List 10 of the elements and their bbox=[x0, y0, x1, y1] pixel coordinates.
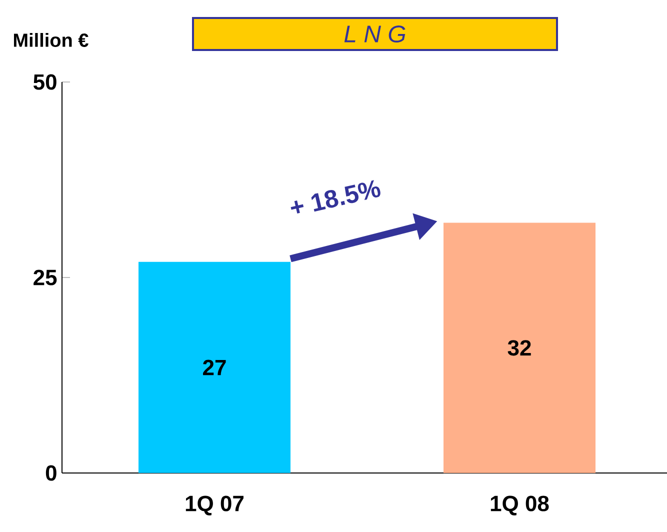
data-label: 27 bbox=[203, 360, 226, 376]
y-tick-label: 50 bbox=[33, 74, 56, 90]
y-tick-label: 0 bbox=[46, 465, 56, 481]
x-tick-label: 1Q 07 bbox=[186, 496, 244, 516]
y-tick-label: 25 bbox=[34, 270, 57, 286]
chart-title: L N G bbox=[344, 25, 406, 42]
data-label: 32 bbox=[508, 340, 531, 356]
annotation: + 18.5% bbox=[290, 180, 380, 214]
y-axis-title: Million € bbox=[14, 33, 88, 47]
x-tick-label: 1Q 08 bbox=[490, 496, 549, 516]
